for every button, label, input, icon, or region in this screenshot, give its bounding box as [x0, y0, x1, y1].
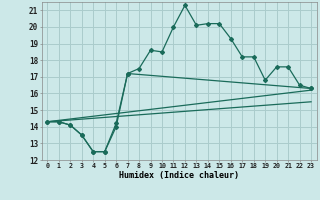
X-axis label: Humidex (Indice chaleur): Humidex (Indice chaleur): [119, 171, 239, 180]
